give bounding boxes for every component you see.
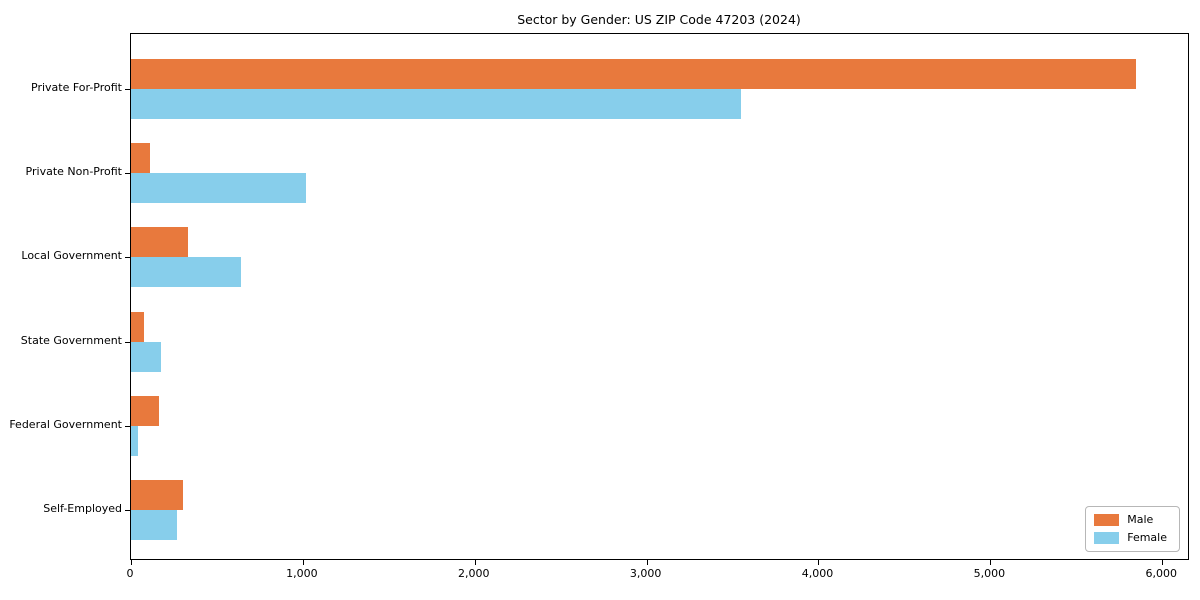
x-tick-label: 5,000 bbox=[973, 567, 1006, 580]
y-tick-mark bbox=[125, 425, 130, 427]
legend-label: Male bbox=[1127, 513, 1154, 526]
plot-area: Male Female bbox=[125, 33, 1189, 565]
y-tick-label: Local Government bbox=[21, 249, 122, 263]
x-tick-label: 0 bbox=[126, 567, 134, 580]
legend-label: Female bbox=[1127, 531, 1167, 544]
x-tick-mark bbox=[302, 560, 304, 565]
x-tick-mark bbox=[1162, 560, 1164, 565]
y-tick-mark bbox=[125, 173, 130, 175]
y-tick-label: State Government bbox=[20, 333, 122, 347]
y-tick-label: Private Non-Profit bbox=[25, 165, 122, 179]
x-tick-label: 1,000 bbox=[286, 567, 318, 580]
x-tick-label: 2,000 bbox=[457, 567, 490, 580]
x-tick-label: 6,000 bbox=[1145, 567, 1177, 580]
bar-male-1 bbox=[131, 143, 150, 174]
x-tick-mark bbox=[990, 560, 992, 565]
bar-male-0 bbox=[131, 59, 1137, 89]
bar-female-5 bbox=[131, 510, 178, 540]
bar-male-3 bbox=[131, 311, 144, 342]
bar-female-0 bbox=[131, 89, 742, 119]
x-tick-mark bbox=[131, 560, 132, 565]
y-tick-label: Federal Government bbox=[9, 417, 122, 431]
legend: Male Female bbox=[1085, 506, 1180, 552]
bar-male-4 bbox=[131, 395, 159, 426]
bar-female-2 bbox=[131, 257, 241, 288]
y-tick-mark bbox=[125, 257, 130, 259]
y-tick-mark bbox=[125, 89, 130, 90]
y-tick-mark bbox=[125, 510, 130, 511]
x-tick-mark bbox=[818, 560, 820, 565]
legend-swatch-female bbox=[1094, 532, 1120, 544]
chart-title: Sector by Gender: US ZIP Code 47203 (202… bbox=[517, 12, 801, 27]
legend-swatch-male bbox=[1094, 514, 1120, 526]
x-tick-mark bbox=[646, 560, 648, 565]
legend-item-female: Female bbox=[1094, 532, 1167, 544]
y-tick-label: Private For-Profit bbox=[31, 81, 122, 94]
x-tick-mark bbox=[474, 560, 476, 565]
bar-male-5 bbox=[131, 480, 183, 510]
legend-item-male: Male bbox=[1094, 514, 1167, 526]
x-tick-label: 3,000 bbox=[629, 567, 662, 580]
bar-female-1 bbox=[131, 173, 307, 204]
y-tick-mark bbox=[125, 341, 130, 343]
bar-male-2 bbox=[131, 227, 188, 258]
y-tick-label: Self-Employed bbox=[43, 502, 122, 515]
bar-female-3 bbox=[131, 341, 162, 372]
bar-female-4 bbox=[131, 425, 138, 456]
x-tick-label: 4,000 bbox=[801, 567, 834, 580]
